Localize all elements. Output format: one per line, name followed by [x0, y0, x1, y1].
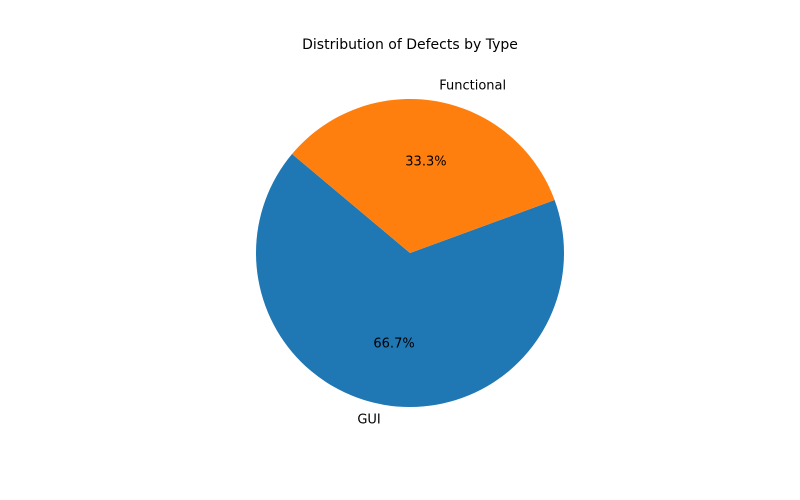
pie-slice-functional — [292, 98, 555, 253]
slice-category-label-gui: GUI — [357, 412, 380, 427]
slice-percent-label-functional: 33.3% — [405, 154, 446, 169]
chart-title: Distribution of Defects by Type — [302, 37, 518, 53]
pie-slice-gui — [256, 154, 565, 407]
slice-percent-label-gui: 66.7% — [373, 337, 414, 352]
slice-category-label-functional: Functional — [439, 79, 506, 94]
